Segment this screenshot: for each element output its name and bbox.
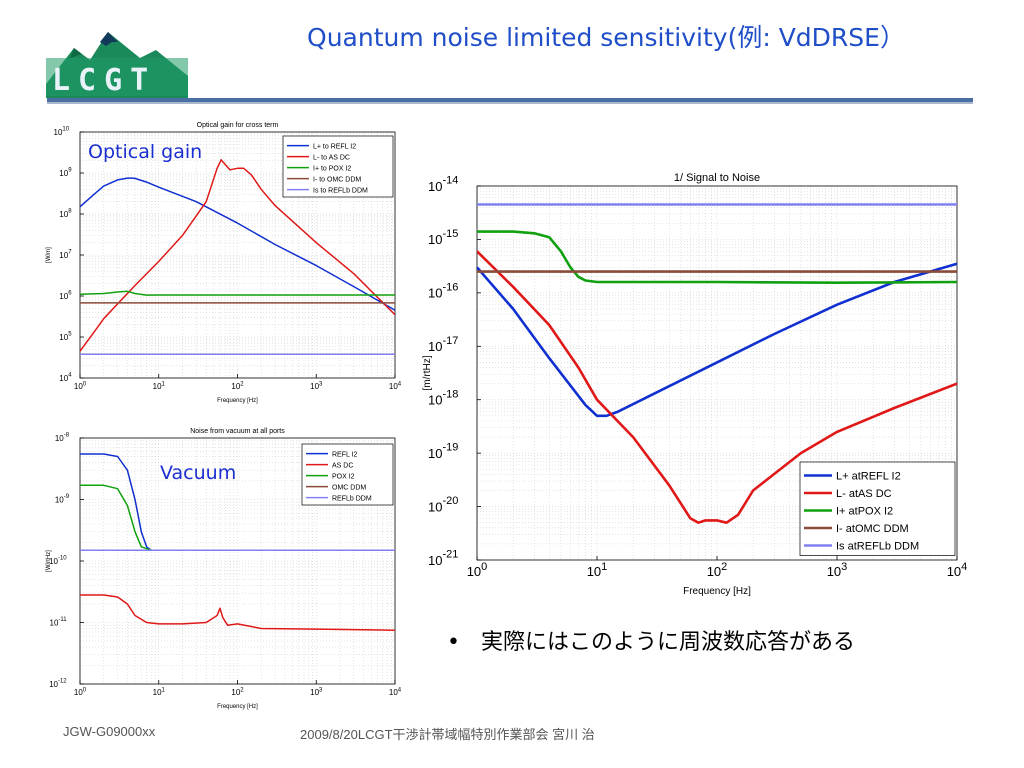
legend-entry: L+ atREFL I2 (836, 471, 901, 483)
y-tick-label: 108 (59, 209, 72, 219)
legend-entry: L- to AS DC (313, 154, 350, 161)
y-tick-label: 10-16 (428, 281, 458, 300)
title-divider (47, 98, 973, 102)
chart-signal-to-noise: 1/ Signal to Noise 100 101 102 103 104 10-21 10… (420, 160, 975, 610)
legend-entry: REFL I2 (332, 451, 358, 458)
x-tick-label: 102 (231, 382, 244, 392)
chart-optical-gain: Optical gain for cross term 100 101 102 103 1… (40, 116, 415, 416)
legend-entry: Is to REFLb DDM (313, 187, 368, 194)
x-tick-label: 101 (153, 688, 166, 698)
y-tick-label: 107 (59, 250, 72, 260)
y-axis-label: [W/m] (46, 247, 52, 263)
y-tick-label: 1010 (54, 127, 70, 137)
y-tick-label: 10-15 (428, 228, 458, 247)
x-tick-label: 100 (74, 382, 87, 392)
x-tick-label: 103 (827, 561, 848, 579)
legend-entry: REFLb DDM (332, 495, 372, 502)
legend: L+ to REFL I2 L- to AS DC I+ to POX I2 I- t… (282, 135, 394, 198)
y-tick-label: 104 (59, 373, 72, 383)
legend-entry: I+ to POX I2 (313, 165, 351, 172)
bullet-item: • 実際にはこのように周波数応答がある (447, 624, 855, 656)
y-tick-label: 10-14 (428, 175, 458, 194)
grid (79, 438, 395, 685)
legend-entry: POX I2 (332, 473, 355, 480)
x-tick-label: 103 (310, 382, 323, 392)
x-tick-label: 100 (74, 688, 87, 698)
y-tick-label: 10-11 (50, 617, 68, 627)
x-axis-label: Frequency [Hz] (683, 586, 751, 597)
logo-text: LCGT (52, 63, 157, 98)
x-tick-label: 104 (389, 688, 402, 698)
legend-entry: I- atOMC DDM (836, 523, 909, 535)
legend-entry: AS DC (332, 462, 353, 469)
series-line-2 (477, 230, 957, 284)
bullet-text: 実際にはこのように周波数応答がある (480, 630, 855, 655)
legend-entry: L+ to REFL I2 (313, 143, 356, 150)
x-axis-label: Frequency [Hz] (217, 704, 258, 710)
x-tick-label: 103 (310, 688, 323, 698)
y-tick-label: 10-17 (428, 335, 458, 354)
legend-entry: L- atAS DC (836, 488, 892, 500)
legend: L+ atREFL I2 L- atAS DC I+ atPOX I2 I- atOM… (799, 461, 956, 556)
y-tick-label: 109 (59, 168, 72, 178)
series-line-1 (80, 159, 395, 352)
x-tick-label: 101 (587, 561, 608, 579)
x-tick-label: 104 (947, 561, 968, 579)
legend: REFL I2 AS DC POX I2 OMC DDM REFLb DDM (301, 443, 394, 506)
x-tick-label: 102 (707, 561, 728, 579)
legend-entry: OMC DDM (332, 484, 366, 491)
vacuum-label: Vacuum (160, 462, 237, 484)
chart-title: 1/ Signal to Noise (674, 172, 760, 184)
chart-vacuum-noise: Noise from vacuum at all ports 100 101 102 1… (40, 422, 415, 722)
slide-title: Quantum noise limited sensitivity(例: VdD… (307, 23, 905, 52)
series-line-0 (80, 177, 395, 311)
x-tick-label: 102 (231, 688, 244, 698)
y-tick-label: 10-20 (428, 495, 458, 514)
y-tick-label: 10-9 (55, 494, 70, 504)
y-tick-label: 10-19 (428, 442, 458, 461)
legend-box (799, 461, 956, 556)
x-axis-label: Frequency [Hz] (217, 398, 258, 404)
series-line-2 (80, 290, 395, 296)
bullet-dot: • (447, 630, 481, 655)
y-tick-label: 105 (59, 332, 72, 342)
y-axis-label: [m/rtHz] (422, 355, 433, 390)
footer-info: 2009/8/20LCGT干渉計帯域幅特別作業部会 宮川 治 (300, 727, 595, 742)
series-line-1 (477, 250, 957, 525)
optical-gain-label: Optical gain (88, 141, 203, 163)
legend-entry: I+ atPOX I2 (836, 506, 893, 518)
title-divider-shadow (47, 102, 973, 104)
y-tick-label: 10-8 (55, 433, 70, 443)
series-line-0 (477, 262, 957, 418)
y-tick-label: 106 (59, 291, 72, 301)
y-tick-label: 10-10 (49, 556, 67, 566)
chart-title: Noise from vacuum at all ports (190, 428, 285, 435)
legend-entry: Is atREFLb DDM (836, 541, 919, 553)
y-tick-label: 10-12 (49, 679, 67, 689)
chart-title: Optical gain for cross term (197, 122, 279, 129)
x-tick-label: 100 (467, 561, 488, 579)
y-axis-label: [W/rtHz] (46, 550, 52, 572)
series-line-1 (80, 594, 395, 631)
x-tick-label: 101 (153, 382, 166, 392)
grid (79, 132, 395, 379)
footer-doc-id: JGW-G09000xx (63, 724, 156, 739)
legend-entry: I- to OMC DDM (313, 176, 361, 183)
y-tick-label: 10-21 (428, 549, 458, 568)
x-tick-label: 104 (389, 382, 402, 392)
lcgt-logo (46, 28, 188, 98)
